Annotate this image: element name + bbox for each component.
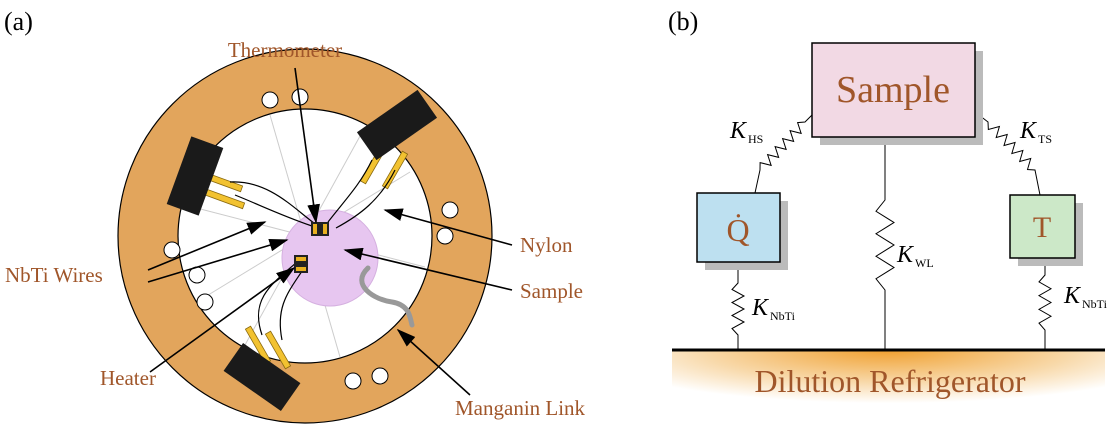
box-label: Sample bbox=[836, 69, 950, 111]
annotation: Heater bbox=[100, 366, 156, 390]
figure: (a) Thermometer Nylon NbTi Wires Sample … bbox=[0, 0, 1115, 426]
annotation: Sample bbox=[520, 279, 583, 303]
spring bbox=[1039, 258, 1051, 350]
annotation: Nylon bbox=[520, 233, 573, 257]
box-label: Q̇ bbox=[726, 212, 749, 248]
annotation: Thermometer bbox=[228, 38, 342, 62]
base-label: Dilution Refrigerator bbox=[754, 363, 1025, 399]
sample-holder bbox=[118, 49, 492, 423]
spring bbox=[876, 137, 894, 350]
box-label: T bbox=[1033, 211, 1051, 244]
panel-label: (b) bbox=[668, 7, 698, 36]
panel-label: (a) bbox=[4, 7, 33, 36]
annotation: NbTi Wires bbox=[5, 263, 103, 287]
spring bbox=[755, 112, 815, 193]
spring bbox=[732, 262, 744, 350]
annotation: Manganin Link bbox=[455, 396, 586, 420]
